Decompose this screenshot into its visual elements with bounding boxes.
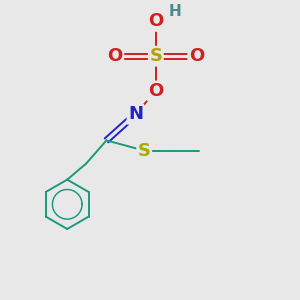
Text: O: O: [107, 47, 123, 65]
Text: H: H: [168, 4, 181, 19]
Text: S: S: [149, 47, 162, 65]
Text: O: O: [148, 12, 164, 30]
Text: N: N: [128, 105, 143, 123]
Text: O: O: [189, 47, 204, 65]
Text: S: S: [138, 142, 151, 160]
Text: O: O: [148, 82, 164, 100]
